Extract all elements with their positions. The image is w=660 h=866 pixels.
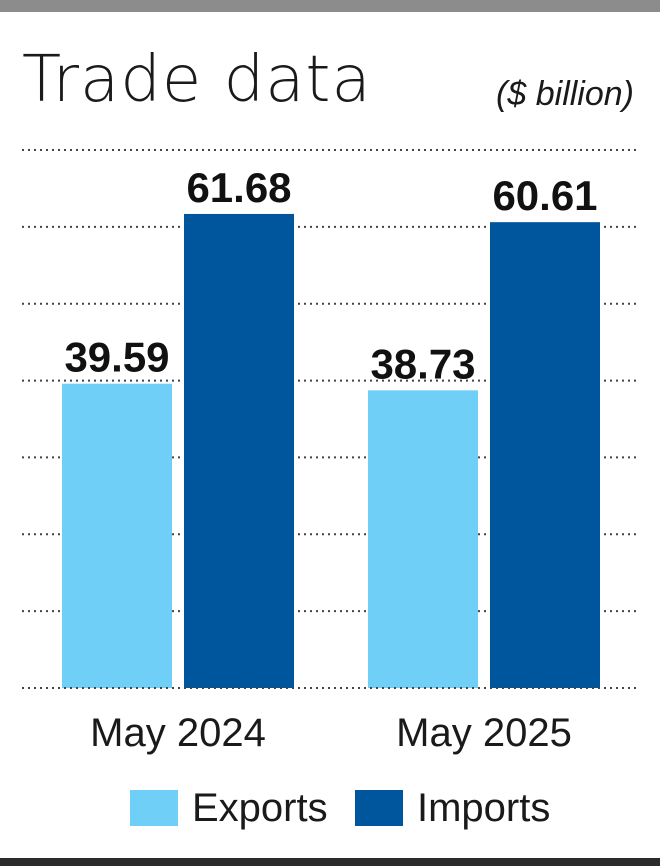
bar-imports-1 bbox=[184, 213, 294, 689]
bar-chart: 39.59 61.68 May 2024 38.73 60.61 May 2025 bbox=[22, 149, 636, 755]
unit-label: ($ billion) bbox=[496, 75, 634, 113]
bar-exports-1 bbox=[62, 383, 172, 688]
legend-swatch-imports bbox=[355, 790, 403, 826]
data-label: 38.73 bbox=[370, 340, 475, 387]
chart-title: Trade data bbox=[22, 43, 372, 117]
bottom-rule bbox=[0, 858, 660, 866]
legend-label-imports: Imports bbox=[417, 785, 551, 830]
x-tick-label: May 2025 bbox=[396, 711, 572, 755]
top-rule bbox=[0, 0, 660, 12]
bar-imports-2 bbox=[490, 222, 600, 688]
data-label: 61.68 bbox=[186, 164, 291, 211]
legend-item-imports: Imports bbox=[355, 778, 550, 838]
bar-exports-2 bbox=[368, 390, 478, 688]
data-label: 60.61 bbox=[492, 172, 597, 219]
legend-label-exports: Exports bbox=[192, 785, 328, 830]
legend-swatch-exports bbox=[130, 790, 178, 826]
legend-item-exports: Exports bbox=[130, 778, 328, 838]
legend: Exports Imports bbox=[0, 778, 660, 838]
x-tick-label: May 2024 bbox=[90, 711, 266, 755]
data-label: 39.59 bbox=[64, 334, 169, 381]
